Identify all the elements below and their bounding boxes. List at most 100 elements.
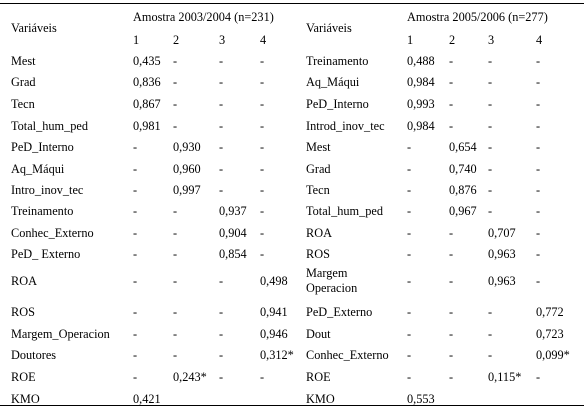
right-loading-cell: -: [407, 140, 412, 154]
left-loading-cell: -: [260, 370, 265, 384]
right-loading-cell: 0,654: [449, 140, 477, 154]
right-loading-cell: -: [407, 183, 412, 197]
left-loading-cell: 0,904: [219, 226, 247, 240]
left-loading-cell: 0,867: [133, 97, 161, 111]
right-loading-cell: -: [536, 162, 541, 176]
left-loading-cell: -: [260, 97, 265, 111]
right-loading-cell: -: [449, 348, 454, 362]
right-loading-cell: -: [449, 54, 454, 68]
right-factor-header-3: 3: [488, 33, 495, 47]
left-loading-cell: -: [219, 327, 224, 341]
right-variable-name: Aq_Máqui: [306, 75, 360, 89]
right-variable-name: Operacion: [306, 281, 358, 295]
top-rule: [0, 3, 584, 4]
left-loading-cell: -: [133, 327, 138, 341]
left-loading-cell: -: [173, 247, 178, 261]
right-loading-cell: -: [488, 140, 493, 154]
left-loading-cell: 0,854: [219, 247, 247, 261]
left-loading-cell: -: [173, 274, 178, 288]
right-loading-cell: 0,740: [449, 162, 477, 176]
left-loading-cell: -: [219, 140, 224, 154]
left-loading-cell: 0,960: [173, 162, 201, 176]
left-loading-cell: -: [133, 183, 138, 197]
left-variable-name: ROS: [11, 305, 35, 319]
right-factor-header-1: 1: [407, 33, 414, 47]
right-loading-cell: 0,967: [449, 204, 477, 218]
left-loading-cell: -: [260, 54, 265, 68]
right-variable-name: Conhec_Externo: [306, 348, 389, 362]
right-loading-cell: -: [449, 274, 454, 288]
right-variable-name: Treinamento: [306, 54, 369, 68]
left-loading-cell: -: [173, 226, 178, 240]
right-loading-cell: -: [488, 327, 493, 341]
left-variable-name: ROE: [11, 370, 36, 384]
left-variable-name: Grad: [11, 75, 36, 89]
right-loading-cell: 0,488: [407, 54, 435, 68]
right-loading-cell: -: [407, 204, 412, 218]
left-variable-name: Treinamento: [11, 204, 74, 218]
left-loading-cell: -: [173, 75, 178, 89]
right-loading-cell: -: [407, 226, 412, 240]
right-loading-cell: 0,963: [488, 274, 516, 288]
right-loading-cell: -: [536, 119, 541, 133]
right-variable-name: PeD_Interno: [306, 97, 369, 111]
left-loading-cell: -: [260, 75, 265, 89]
left-loading-cell: -: [219, 183, 224, 197]
right-loading-cell: -: [449, 75, 454, 89]
right-variable-name: ROA: [306, 226, 332, 240]
left-loading-cell: 0,498: [260, 274, 288, 288]
left-loading-cell: -: [133, 226, 138, 240]
left-loading-cell: -: [260, 119, 265, 133]
right-loading-cell: -: [488, 75, 493, 89]
right-loading-cell: 0,993: [407, 97, 435, 111]
left-loading-cell: -: [133, 204, 138, 218]
left-loading-cell: -: [219, 119, 224, 133]
left-loading-cell: 0,981: [133, 119, 161, 133]
right-loading-cell: -: [449, 370, 454, 384]
right-loading-cell: -: [407, 370, 412, 384]
left-variables-header: Variáveis: [11, 21, 57, 35]
right-loading-cell: -: [488, 54, 493, 68]
right-loading-cell: -: [536, 54, 541, 68]
left-variable-name: Doutores: [11, 348, 57, 362]
left-loading-cell: 0,937: [219, 204, 247, 218]
left-loading-cell: -: [260, 140, 265, 154]
left-loading-cell: -: [260, 226, 265, 240]
right-variable-name: Total_hum_ped: [306, 204, 384, 218]
right-loading-cell: 0,876: [449, 183, 477, 197]
right-loading-cell: -: [536, 140, 541, 154]
left-variable-name: Mest: [11, 54, 36, 68]
left-loading-cell: -: [133, 274, 138, 288]
left-variable-name: Aq_Máqui: [11, 162, 65, 176]
left-variable-name: PeD_ Externo: [11, 247, 81, 261]
right-loading-cell: -: [407, 305, 412, 319]
right-loading-cell: -: [449, 119, 454, 133]
left-loading-cell: -: [133, 247, 138, 261]
left-variable-name: Total_hum_ped: [11, 119, 89, 133]
left-loading-cell: -: [133, 140, 138, 154]
left-loading-cell: -: [173, 204, 178, 218]
left-loading-cell: -: [173, 305, 178, 319]
right-loading-cell: 0,984: [407, 75, 435, 89]
left-variable-name: Tecn: [11, 97, 35, 111]
left-loading-cell: 0,930: [173, 140, 201, 154]
left-loading-cell: 0,312*: [260, 348, 294, 362]
right-loading-cell: -: [449, 97, 454, 111]
left-loading-cell: -: [219, 97, 224, 111]
left-loading-cell: 0,997: [173, 183, 201, 197]
left-variable-name: Intro_inov_tec: [11, 183, 84, 197]
left-loading-cell: 0,435: [133, 54, 161, 68]
right-variable-name: Introd_inov_tec: [306, 119, 385, 133]
left-loading-cell: -: [219, 305, 224, 319]
left-loading-cell: 0,421: [133, 392, 161, 406]
right-loading-cell: -: [449, 305, 454, 319]
left-variable-name: Margem_Operacion: [11, 327, 110, 341]
right-loading-cell: -: [407, 247, 412, 261]
right-loading-cell: -: [536, 75, 541, 89]
left-factor-header-2: 2: [173, 33, 180, 47]
left-factor-header-1: 1: [133, 33, 140, 47]
right-loading-cell: -: [536, 97, 541, 111]
left-loading-cell: -: [173, 54, 178, 68]
left-loading-cell: -: [133, 348, 138, 362]
right-factor-header-2: 2: [449, 33, 456, 47]
